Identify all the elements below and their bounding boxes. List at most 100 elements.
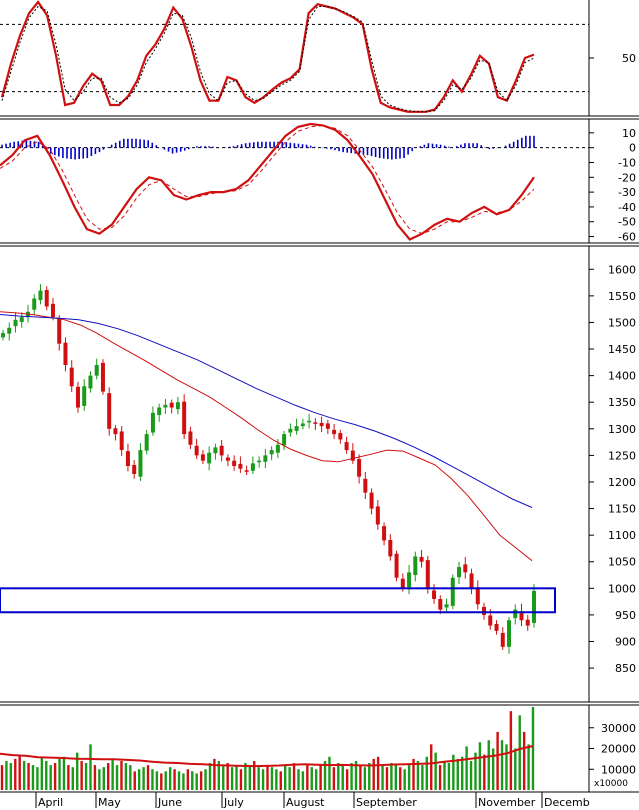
volume-tick-label: 30000	[601, 722, 636, 735]
price-candle	[350, 450, 355, 461]
price-candle	[357, 459, 362, 477]
volume-bar	[71, 767, 74, 790]
volume-bar	[142, 767, 145, 790]
volume-bar	[483, 754, 486, 790]
volume-bar	[155, 771, 159, 790]
price-candle	[100, 362, 105, 392]
x-axis-tick-label: Decemb	[544, 796, 590, 809]
macd-signal-line	[0, 124, 535, 235]
price-candle	[288, 428, 293, 433]
volume-bar	[49, 765, 52, 790]
volume-panel: 30000 20000 10000 x10000	[0, 704, 639, 793]
volume-bar	[129, 765, 132, 790]
price-tick-label: 1300	[608, 423, 636, 436]
macd-tick-label: -40	[618, 201, 636, 214]
price-candle	[175, 402, 180, 410]
volume-bar	[84, 763, 88, 790]
price-tick-label: 1250	[608, 449, 636, 462]
volume-bar	[226, 763, 229, 790]
volume-bar	[345, 769, 349, 790]
volume-bar	[416, 760, 420, 790]
volume-bar	[133, 771, 136, 790]
price-candle	[300, 423, 305, 427]
volume-bar	[107, 763, 110, 790]
volume-bar	[62, 756, 66, 790]
volume-bar	[306, 765, 309, 790]
volume-bar	[319, 765, 322, 790]
volume-bar	[213, 758, 216, 790]
volume-bar	[323, 760, 327, 790]
price-tick-label: 1400	[608, 370, 636, 383]
volume-bar	[257, 767, 260, 790]
volume-bar	[407, 765, 411, 790]
price-candle	[125, 451, 130, 467]
volume-bar	[222, 765, 225, 790]
macd-tick-label: -50	[618, 216, 636, 229]
price-candle	[69, 367, 74, 387]
volume-bar	[381, 765, 384, 790]
volume-bar	[27, 763, 30, 790]
x-axis-tick-label: November	[478, 796, 536, 809]
price-candle	[7, 327, 12, 334]
price-candle	[182, 401, 187, 435]
volume-bar	[292, 763, 296, 790]
volume-bar	[261, 769, 265, 790]
price-candle	[113, 428, 118, 435]
price-candle	[150, 412, 155, 433]
price-candle	[275, 444, 280, 453]
volume-bar	[31, 765, 35, 790]
price-candle	[63, 342, 68, 365]
price-candle	[207, 452, 212, 464]
volume-bar	[425, 756, 428, 790]
price-candle	[513, 609, 518, 619]
price-candle	[475, 587, 480, 605]
volume-bar	[288, 767, 291, 790]
volume-bar	[93, 765, 97, 790]
volume-bar	[465, 746, 468, 790]
volume-bar	[151, 769, 154, 790]
price-candle	[525, 619, 530, 626]
stoch-tick-label: 50	[622, 52, 636, 65]
volume-bar	[430, 744, 433, 790]
price-tick-label: 1450	[608, 343, 636, 356]
price-candle	[1, 333, 5, 338]
volume-ma-line	[0, 745, 534, 768]
price-candle	[50, 303, 55, 318]
volume-bar	[98, 769, 101, 790]
support-zone-box	[0, 587, 556, 614]
volume-bar	[217, 760, 221, 790]
price-candle	[469, 573, 474, 589]
volume-bar	[9, 763, 13, 790]
volume-bar	[186, 769, 190, 790]
volume-bar	[5, 760, 8, 790]
price-candle	[169, 402, 174, 408]
volume-bar	[385, 767, 389, 790]
price-candle	[244, 470, 249, 472]
volume-bar	[279, 771, 282, 790]
volume-axis: 30000 20000 10000 x10000	[589, 722, 636, 789]
price-candle	[94, 364, 99, 376]
volume-bar	[452, 754, 455, 790]
price-candle	[425, 560, 430, 589]
volume-bar	[239, 769, 243, 790]
price-candle	[119, 431, 124, 451]
price-candle	[57, 318, 62, 344]
volume-bar	[177, 771, 181, 790]
volume-bar	[527, 744, 530, 790]
price-tick-label: 1100	[608, 529, 636, 542]
volume-bar	[301, 771, 305, 790]
volume-bar	[469, 760, 473, 790]
price-candle	[313, 422, 318, 424]
price-candle	[338, 433, 343, 440]
volume-bar	[58, 758, 61, 790]
volume-bar	[368, 763, 371, 790]
volume-bar	[399, 767, 402, 790]
price-tick-label: 1050	[608, 556, 636, 569]
macd-line	[0, 122, 535, 241]
volume-bar	[474, 752, 477, 790]
volume-bar	[191, 771, 194, 790]
stoch-axis: 50	[589, 52, 636, 65]
price-candle	[307, 420, 312, 423]
volume-tick-label: 10000	[601, 763, 636, 776]
